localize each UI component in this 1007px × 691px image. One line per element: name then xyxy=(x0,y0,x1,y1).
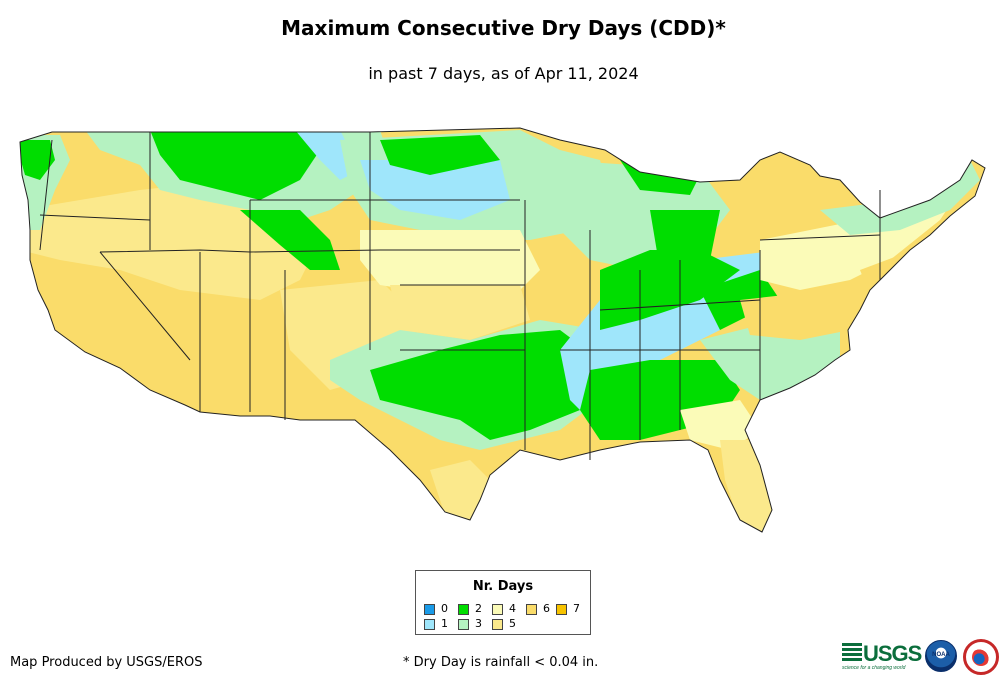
legend-swatch xyxy=(424,604,435,615)
map-subtitle: in past 7 days, as of Apr 11, 2024 xyxy=(368,64,639,83)
legend-label: 0 xyxy=(441,602,448,615)
legend-label: 1 xyxy=(441,617,448,630)
legend-swatch xyxy=(492,619,503,630)
legend-label: 5 xyxy=(509,617,516,630)
legend-swatch xyxy=(458,604,469,615)
legend-swatch xyxy=(458,619,469,630)
legend-label: 6 xyxy=(543,602,550,615)
nws-logo xyxy=(963,639,999,675)
legend-label: 4 xyxy=(509,602,516,615)
legend-swatch xyxy=(492,604,503,615)
state-boundaries xyxy=(19,127,986,533)
legend-swatch xyxy=(556,604,567,615)
legend-swatch xyxy=(526,604,537,615)
legend-label: 3 xyxy=(475,617,482,630)
usgs-tagline: science for a changing world xyxy=(842,665,906,671)
legend-label: 2 xyxy=(475,602,482,615)
map-credit: Map Produced by USGS/EROS xyxy=(10,655,203,670)
map-color-fill xyxy=(20,128,985,532)
noaa-logo-text: NOAA xyxy=(932,652,950,658)
legend-swatch xyxy=(424,619,435,630)
legend: Nr. Days 0 1 2 3 4 5 6 7 xyxy=(415,570,591,635)
noaa-logo: NOAA xyxy=(925,640,957,672)
map-title: Maximum Consecutive Dry Days (CDD)* xyxy=(281,16,726,40)
legend-label: 7 xyxy=(573,602,580,615)
usgs-wordmark: USGS xyxy=(863,641,922,666)
us-dry-days-map xyxy=(19,127,986,533)
dry-day-footnote: * Dry Day is rainfall < 0.04 in. xyxy=(403,655,599,670)
legend-title: Nr. Days xyxy=(472,579,534,594)
usgs-logo: USGS science for a changing world xyxy=(842,641,922,671)
usgs-wave-icon xyxy=(842,643,862,663)
